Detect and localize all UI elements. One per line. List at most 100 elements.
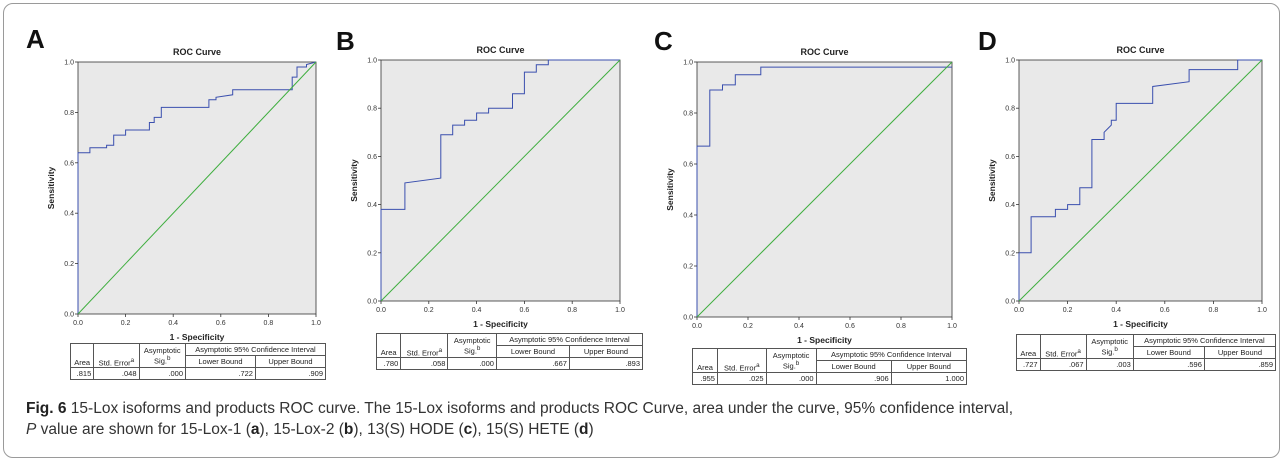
- reference-line: [77, 61, 317, 315]
- caption-part: P: [26, 421, 37, 438]
- col-lower: Lower Bound: [1132, 346, 1205, 359]
- y-tick-label: 0.8: [367, 106, 377, 113]
- y-tick-label: 0.4: [1005, 202, 1015, 209]
- y-tick-label: 0.2: [64, 261, 74, 268]
- stat-std-error: .025: [716, 372, 767, 385]
- col-upper: Upper Bound: [1203, 346, 1277, 359]
- roc-curve: [77, 61, 317, 314]
- stats-table: Area Std. Errora Asymptotic Sig.b Asympto…: [69, 343, 327, 380]
- roc-chart: 0.0 0.2 0.4 0.6 0.8 1.0 0.0 0.2 0.4 0.6 0.8 1.0 ROC …: [349, 45, 625, 329]
- col-ci: Asymptotic 95% Confidence Interval: [185, 343, 326, 356]
- x-tick-label: 0.6: [216, 320, 226, 327]
- chart-title: ROC Curve: [800, 47, 848, 57]
- x-tick-label: 0.4: [168, 320, 178, 327]
- stat-upper: .893: [568, 357, 644, 370]
- roc-curve: [380, 59, 620, 301]
- col-asym-sig: Asymptotic Sig.b: [1085, 334, 1134, 359]
- stats-table: Area Std. Errora Asymptotic Sig.b Asympto…: [692, 348, 968, 385]
- y-tick-label: 0.2: [367, 250, 377, 257]
- x-tick-label: 0.0: [376, 307, 386, 314]
- x-tick-label: 0.6: [845, 323, 855, 330]
- x-tick-label: 0.2: [424, 307, 434, 314]
- col-area: Area: [692, 348, 718, 373]
- stat-upper: .859: [1203, 358, 1277, 371]
- y-tick-label: 0.6: [1005, 154, 1015, 161]
- x-tick-label: 0.8: [264, 320, 274, 327]
- panel-letter: B: [336, 26, 355, 56]
- caption-part: c: [463, 421, 473, 438]
- panel-letter: C: [654, 26, 673, 56]
- x-tick-label: 0.2: [743, 323, 753, 330]
- col-area: Area: [375, 333, 402, 358]
- x-tick-label: 0.6: [1160, 307, 1170, 314]
- reference-line: [380, 59, 621, 302]
- caption-title: 15-Lox isoforms and products ROC curve.: [70, 400, 361, 417]
- col-std-error: Std. Errora: [716, 348, 767, 373]
- col-ci: Asymptotic 95% Confidence Interval: [1132, 334, 1277, 347]
- y-tick-label: 0.0: [64, 312, 74, 319]
- col-asym-sig: Asymptotic Sig.b: [447, 333, 497, 358]
- stats-table: Area Std. Errora Asymptotic Sig.b Asympto…: [375, 333, 644, 370]
- col-lower: Lower Bound: [815, 360, 892, 373]
- caption-line-2: P value are shown for 15-Lox-1 (a), 15-L…: [26, 419, 1261, 440]
- y-tick-label: 0.0: [683, 315, 693, 322]
- x-tick-label: 0.4: [794, 323, 804, 330]
- stat-sig: .000: [138, 367, 186, 380]
- x-tick-label: 1.0: [615, 307, 625, 314]
- x-tick-label: 0.4: [1111, 307, 1121, 314]
- reference-line: [696, 61, 953, 318]
- col-lower: Lower Bound: [185, 355, 256, 368]
- x-tick-label: 0.6: [520, 307, 530, 314]
- col-upper: Upper Bound: [254, 355, 327, 368]
- stat-area: .955: [692, 372, 718, 385]
- stats-table: Area Std. Errora Asymptotic Sig.b Asympto…: [1016, 334, 1277, 371]
- chart-title: ROC Curve: [1116, 45, 1164, 55]
- stat-lower: .667: [495, 357, 570, 370]
- y-tick-label: 0.8: [64, 110, 74, 117]
- col-area: Area: [69, 343, 95, 368]
- stat-lower: .722: [185, 367, 256, 380]
- roc-chart: 0.0 0.2 0.4 0.6 0.8 1.0 0.0 0.2 0.4 0.6 0.8 1.0 ROC …: [665, 47, 957, 345]
- figure-frame: A 0.0 0.2 0.4 0.6 0.8 1.0 0.0 0.2 0.4 0.6 0.8 1.0 RO…: [3, 3, 1280, 458]
- x-axis-label: 1 - Specificity: [797, 335, 852, 345]
- y-tick-label: 0.4: [683, 213, 693, 220]
- stat-area: .780: [375, 357, 402, 370]
- y-axis-label: Sensitivity: [349, 159, 359, 202]
- y-tick-label: 0.6: [64, 160, 74, 167]
- caption-part: ), 13(S) HODE (: [353, 421, 464, 438]
- roc-curve: [1018, 59, 1262, 301]
- stat-sig: .000: [765, 372, 817, 385]
- y-tick-label: 1.0: [367, 58, 377, 65]
- x-tick-label: 1.0: [947, 323, 957, 330]
- stat-std-error: .058: [400, 357, 449, 370]
- panel-b: B 0.0 0.2 0.4 0.6 0.8 1.0 0.0 0.2 0.4 0.6 0.8 1.0 RO…: [326, 4, 646, 394]
- caption-part: ), 15-Lox-2 (: [259, 421, 344, 438]
- stat-upper: .909: [254, 367, 327, 380]
- caption-body: The 15-Lox isoforms and products ROC Cur…: [364, 400, 1014, 417]
- col-ci: Asymptotic 95% Confidence Interval: [815, 348, 968, 361]
- stat-std-error: .048: [93, 367, 140, 380]
- roc-chart: 0.0 0.2 0.4 0.6 0.8 1.0 0.0 0.2 0.4 0.6 0.8 1.0 ROC …: [46, 47, 321, 342]
- stat-std-error: .067: [1039, 358, 1087, 371]
- col-std-error: Std. Errora: [400, 333, 449, 358]
- y-tick-label: 0.4: [64, 211, 74, 218]
- stat-sig: .003: [1085, 358, 1134, 371]
- stat-sig: .000: [447, 357, 497, 370]
- col-ci: Asymptotic 95% Confidence Interval: [495, 333, 644, 346]
- y-tick-label: 1.0: [64, 60, 74, 67]
- x-tick-label: 0.4: [472, 307, 482, 314]
- col-std-error: Std. Errora: [93, 343, 140, 368]
- y-tick-label: 0.0: [367, 299, 377, 306]
- roc-chart: 0.0 0.2 0.4 0.6 0.8 1.0 0.0 0.2 0.4 0.6 0.8 1.0 ROC …: [987, 45, 1267, 329]
- panel-d: D 0.0 0.2 0.4 0.6 0.8 1.0 0.0 0.2 0.4 0.6 0.8 1.0 RO…: [968, 4, 1279, 394]
- panel-c: C 0.0 0.2 0.4 0.6 0.8 1.0 0.0 0.2 0.4 0.6 0.8 1.0 RO…: [646, 4, 968, 394]
- panel-letter: A: [26, 24, 45, 54]
- caption-part: a: [250, 421, 260, 438]
- x-tick-label: 0.8: [896, 323, 906, 330]
- caption-part: value are shown for 15-Lox-1 (: [36, 421, 251, 438]
- x-tick-label: 1.0: [1257, 307, 1267, 314]
- stat-area: .815: [69, 367, 95, 380]
- y-tick-label: 0.0: [1005, 299, 1015, 306]
- x-tick-label: 0.0: [692, 323, 702, 330]
- col-upper: Upper Bound: [890, 360, 968, 373]
